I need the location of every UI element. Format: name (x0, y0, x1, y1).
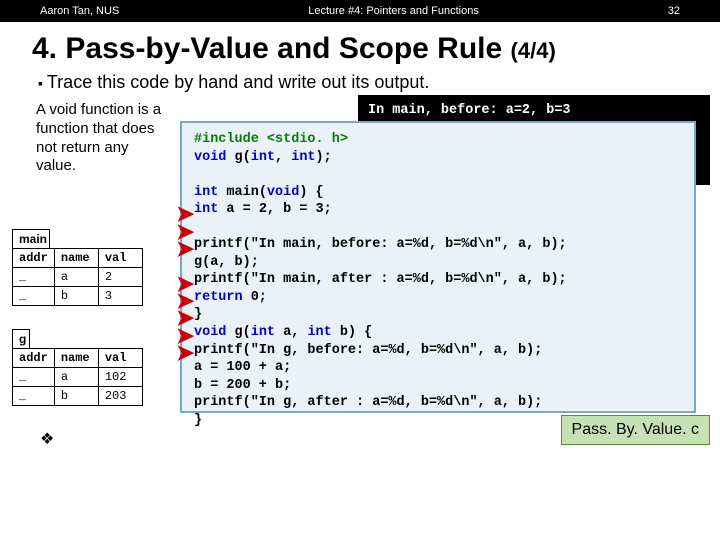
main-h2: val (98, 249, 142, 268)
g-h0: addr (13, 349, 55, 368)
filename-box: Pass. By. Value. c (561, 415, 710, 445)
header-right: 32 (668, 5, 680, 17)
table-row: _ b 203 (13, 387, 143, 406)
title-suffix: (4/4) (511, 38, 556, 63)
main-trace-table: main addr name val _ a 2 _ b 3 (12, 229, 143, 306)
title-main: Pass-by-Value and Scope Rule (65, 32, 502, 65)
header-left: Aaron Tan, NUS (40, 5, 119, 17)
main-caption: main (12, 229, 50, 248)
title-num: 4. (32, 32, 57, 65)
table-row: _ a 102 (13, 368, 143, 387)
trace-arrow-icon: ➤ (176, 340, 194, 366)
g-trace-table: g addr name val _ a 102 _ b 203 (12, 329, 143, 406)
header-center: Lecture #4: Pointers and Functions (308, 5, 479, 17)
main-h0: addr (13, 249, 55, 268)
trace-arrow-icon: ➤ (176, 236, 194, 262)
slide-title: 4. Pass-by-Value and Scope Rule (4/4) (0, 22, 720, 70)
code-block: #include <stdio. h> void g(int, int); in… (180, 121, 696, 413)
bullet-marker: ❖ (40, 429, 54, 449)
g-caption: g (12, 329, 30, 348)
g-h1: name (54, 349, 98, 368)
main-h1: name (54, 249, 98, 268)
g-h2: val (98, 349, 142, 368)
slide-header: Aaron Tan, NUS Lecture #4: Pointers and … (0, 0, 720, 22)
table-row: _ b 3 (13, 287, 143, 306)
void-description: A void function is a function that does … (36, 101, 166, 176)
output-line: In main, before: a=2, b=3 (368, 101, 700, 121)
table-row: _ a 2 (13, 268, 143, 287)
